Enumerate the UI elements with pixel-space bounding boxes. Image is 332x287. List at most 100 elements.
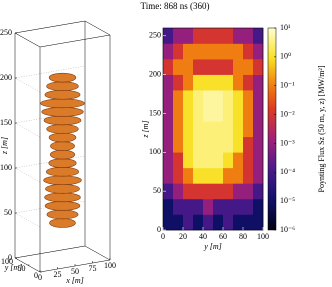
heat-cell <box>193 167 204 184</box>
isosurface <box>44 89 81 100</box>
heat-cell <box>203 136 214 153</box>
y-tick-label: 0 <box>34 271 38 280</box>
heat-cell <box>193 121 204 138</box>
x-tick-label: 0 <box>161 232 165 241</box>
z-tick-label: 50 <box>4 208 12 217</box>
heat-cell <box>243 198 254 215</box>
figure-title: Time: 868 ns (360) <box>141 1 210 11</box>
x-tick-label: 75 <box>89 264 97 273</box>
isosurface <box>46 209 79 220</box>
heat-cell <box>203 105 214 122</box>
heat-cell <box>183 105 194 122</box>
heat-cell <box>193 59 204 75</box>
heat-cell <box>223 136 234 153</box>
heat-cell <box>243 121 254 138</box>
plot-frame <box>162 27 264 231</box>
z-tick-label: 100 <box>0 163 12 172</box>
y-tick-label: 100 <box>1 257 13 266</box>
heat-cell <box>173 59 184 75</box>
heat-cell <box>173 214 184 231</box>
heat-cell <box>183 121 194 138</box>
isosurface <box>43 115 82 126</box>
heat-cell <box>173 105 184 122</box>
heat-cell <box>233 28 244 44</box>
isosurface <box>46 81 79 91</box>
heat-cell <box>193 74 204 91</box>
heat-cell <box>193 90 204 106</box>
heat-cell <box>163 214 174 231</box>
isosurface <box>46 124 79 134</box>
heat-cell <box>253 105 264 122</box>
heat-cell <box>233 105 244 122</box>
heat-cell <box>253 74 264 91</box>
heat-cell <box>223 43 234 60</box>
heat-cell <box>183 43 194 60</box>
heat-cell <box>213 105 224 122</box>
heat-cell <box>213 152 224 169</box>
heat-cell <box>173 74 184 91</box>
heat-cell <box>243 136 254 153</box>
y-tick-label: 200 <box>149 69 161 78</box>
heat-cell <box>163 59 174 75</box>
x-tick-label: 100 <box>104 261 116 270</box>
heat-cell <box>203 167 214 184</box>
heat-cell <box>213 136 224 153</box>
z-tick-label: 200 <box>0 73 12 82</box>
colorbar-tick-label: 10⁻⁵ <box>280 196 295 205</box>
isosurface <box>44 201 81 211</box>
x-tick-label: 0 <box>38 273 42 282</box>
isosurface <box>41 107 84 117</box>
y-tick-label: 100 <box>149 147 161 156</box>
heat-cell <box>223 183 234 200</box>
y-axis-label: y [m] <box>4 263 23 272</box>
x-axis-label: y [m] <box>203 242 222 251</box>
heat-cell <box>193 28 204 44</box>
heat-cell <box>183 90 194 106</box>
heat-cell <box>183 74 194 91</box>
heat-cell <box>223 121 234 138</box>
heat-cell <box>253 198 264 215</box>
heat-cell <box>173 90 184 106</box>
heat-cell <box>253 43 264 60</box>
x-tick-label: 60 <box>219 232 227 241</box>
heat-cell <box>253 28 264 44</box>
heat-cell <box>173 183 184 200</box>
heat-cell <box>203 152 214 169</box>
box-edge <box>14 20 111 48</box>
heat-cell <box>233 214 244 231</box>
heat-cell <box>163 121 174 138</box>
heat-cell <box>203 28 214 44</box>
grid-line <box>14 20 86 48</box>
heat-cell <box>243 214 254 231</box>
colorbar <box>267 27 277 231</box>
z-tick-label: 0 <box>8 253 12 262</box>
heat-cell <box>233 136 244 153</box>
heat-cell <box>173 198 184 215</box>
colorbar-tick-label: 10⁻¹ <box>280 81 295 90</box>
heat-cell <box>193 152 204 169</box>
heat-cell <box>233 74 244 91</box>
y-axis-label: z [m] <box>141 120 150 138</box>
heat-cell <box>183 152 194 169</box>
isosurface <box>48 158 77 168</box>
heat-cell <box>223 74 234 91</box>
heat-cell <box>253 59 264 75</box>
heat-cell <box>203 43 214 60</box>
heat-cell <box>183 136 194 153</box>
heat-cell <box>223 152 234 169</box>
x-tick-label: 20 <box>179 232 187 241</box>
heat-cell <box>163 43 174 60</box>
heat-cell <box>203 90 214 106</box>
heat-cell <box>233 198 244 215</box>
heat-cell <box>163 105 174 122</box>
colorbar-tick-label: 10⁻⁴ <box>280 167 295 176</box>
heat-cell <box>183 59 194 75</box>
y-tick-label: 250 <box>149 31 161 40</box>
heat-cell <box>253 167 264 184</box>
x-axis-label: x [m] <box>65 276 84 285</box>
heat-cell <box>193 136 204 153</box>
heat-cell <box>213 214 224 231</box>
heat-cell <box>223 90 234 106</box>
isosurface <box>50 141 75 151</box>
